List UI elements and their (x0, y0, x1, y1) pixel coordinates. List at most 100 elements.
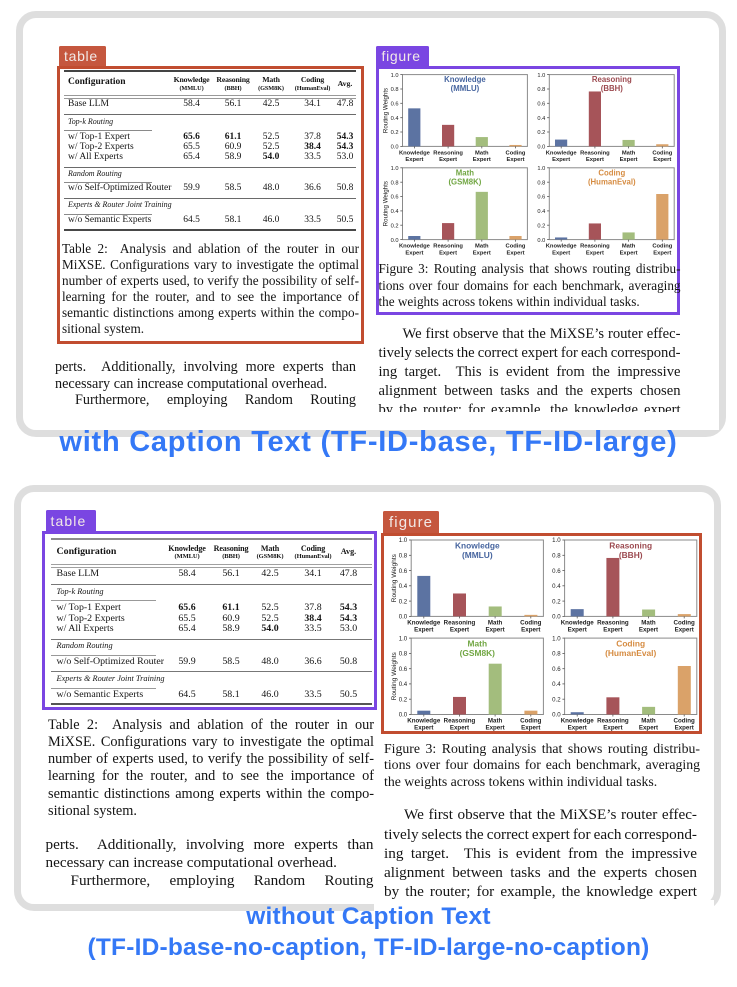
svg-text:Coding: Coding (652, 244, 672, 250)
svg-text:Expert: Expert (450, 627, 469, 634)
svg-text:Expert: Expert (473, 157, 491, 163)
svg-text:Expert: Expert (620, 250, 638, 256)
svg-text:1.0: 1.0 (552, 635, 561, 642)
svg-text:Expert: Expert (485, 627, 504, 634)
svg-text:0.8: 0.8 (537, 87, 545, 93)
svg-text:0.6: 0.6 (537, 102, 545, 108)
svg-text:Routing Weights: Routing Weights (391, 651, 398, 700)
svg-text:Expert: Expert (586, 157, 604, 163)
svg-text:0.4: 0.4 (399, 681, 408, 688)
svg-text:Expert: Expert (675, 725, 694, 731)
svg-text:Coding: Coding (652, 150, 672, 156)
svg-text:0.2: 0.2 (552, 598, 561, 605)
svg-text:(MMLU): (MMLU) (451, 84, 480, 93)
svg-text:0.0: 0.0 (537, 238, 545, 244)
svg-text:1.0: 1.0 (552, 537, 561, 544)
svg-text:(GSM8K): (GSM8K) (448, 177, 481, 186)
svg-text:Math: Math (488, 619, 503, 626)
svg-text:Expert: Expert (439, 250, 457, 256)
svg-text:1.0: 1.0 (537, 166, 545, 172)
svg-text:0.2: 0.2 (391, 223, 399, 229)
svg-text:0.4: 0.4 (399, 583, 408, 590)
svg-text:Expert: Expert (405, 157, 423, 163)
svg-text:0.0: 0.0 (391, 238, 399, 244)
svg-text:0.2: 0.2 (537, 223, 545, 229)
svg-text:0.0: 0.0 (399, 712, 408, 719)
svg-text:Routing Weights: Routing Weights (391, 553, 398, 602)
svg-text:(GSM8K): (GSM8K) (460, 648, 496, 658)
svg-text:Math: Math (622, 150, 636, 156)
svg-text:Math: Math (641, 718, 656, 725)
svg-text:Knowledge: Knowledge (561, 718, 595, 725)
svg-text:Expert: Expert (414, 627, 433, 634)
svg-text:0.4: 0.4 (391, 209, 399, 215)
svg-text:Expert: Expert (620, 157, 638, 163)
svg-text:Expert: Expert (568, 627, 587, 634)
svg-text:Reasoning: Reasoning (597, 619, 629, 626)
svg-text:Coding: Coding (598, 168, 625, 177)
svg-text:0.6: 0.6 (391, 195, 399, 201)
svg-text:0.4: 0.4 (391, 116, 399, 122)
svg-text:0.8: 0.8 (552, 553, 561, 560)
svg-text:Math: Math (468, 638, 488, 648)
svg-text:Knowledge: Knowledge (444, 75, 486, 84)
svg-text:0.4: 0.4 (537, 209, 545, 215)
svg-text:Expert: Expert (586, 250, 604, 256)
svg-text:0.4: 0.4 (537, 116, 545, 122)
svg-text:Coding: Coding (674, 619, 696, 626)
svg-text:Knowledge: Knowledge (407, 619, 441, 626)
svg-text:0.2: 0.2 (391, 130, 399, 136)
svg-text:Knowledge: Knowledge (399, 150, 431, 156)
svg-text:0.6: 0.6 (391, 102, 399, 108)
svg-text:Reasoning: Reasoning (444, 718, 476, 725)
svg-text:0.8: 0.8 (399, 651, 408, 658)
svg-text:1.0: 1.0 (399, 635, 408, 642)
svg-text:Expert: Expert (653, 157, 671, 163)
svg-text:Expert: Expert (414, 725, 433, 731)
svg-text:Reasoning: Reasoning (580, 150, 610, 156)
svg-text:Knowledge: Knowledge (546, 244, 578, 250)
svg-text:Expert: Expert (568, 725, 587, 731)
svg-text:0.8: 0.8 (399, 553, 408, 560)
svg-text:Coding: Coding (506, 150, 526, 156)
svg-text:Expert: Expert (639, 725, 658, 731)
svg-text:Expert: Expert (521, 725, 540, 731)
svg-text:Expert: Expert (506, 157, 524, 163)
svg-text:0.0: 0.0 (537, 145, 545, 151)
svg-text:Expert: Expert (405, 250, 423, 256)
svg-text:Knowledge: Knowledge (546, 150, 578, 156)
svg-text:Expert: Expert (473, 250, 491, 256)
svg-text:Math: Math (488, 718, 503, 725)
svg-text:Expert: Expert (603, 725, 622, 731)
svg-text:Coding: Coding (520, 718, 542, 725)
svg-text:Reasoning: Reasoning (433, 244, 463, 250)
svg-text:Math: Math (475, 150, 489, 156)
svg-text:Reasoning: Reasoning (592, 75, 632, 84)
svg-text:Expert: Expert (450, 725, 469, 731)
svg-text:Coding: Coding (616, 638, 645, 648)
svg-text:(HumanEval): (HumanEval) (588, 177, 636, 186)
svg-text:Reasoning: Reasoning (433, 150, 463, 156)
svg-text:0.0: 0.0 (552, 712, 561, 719)
svg-text:(BBH): (BBH) (619, 550, 643, 560)
svg-text:Expert: Expert (675, 627, 694, 634)
svg-text:Coding: Coding (674, 718, 696, 725)
svg-text:0.8: 0.8 (391, 180, 399, 186)
svg-text:Routing Weights: Routing Weights (383, 181, 390, 226)
svg-text:Coding: Coding (506, 244, 526, 250)
svg-text:0.0: 0.0 (391, 145, 399, 151)
svg-text:Reasoning: Reasoning (597, 718, 629, 725)
svg-text:0.2: 0.2 (552, 696, 561, 703)
svg-text:1.0: 1.0 (399, 537, 408, 544)
svg-text:Expert: Expert (639, 627, 658, 634)
svg-text:0.6: 0.6 (552, 568, 561, 575)
svg-text:Knowledge: Knowledge (561, 619, 595, 626)
svg-text:Expert: Expert (439, 157, 457, 163)
svg-text:0.2: 0.2 (399, 696, 408, 703)
svg-text:Expert: Expert (552, 250, 570, 256)
svg-text:(MMLU): (MMLU) (462, 550, 493, 560)
svg-text:0.6: 0.6 (537, 195, 545, 201)
svg-text:0.8: 0.8 (537, 180, 545, 186)
svg-text:0.6: 0.6 (399, 568, 408, 575)
svg-text:(HumanEval): (HumanEval) (605, 648, 656, 658)
